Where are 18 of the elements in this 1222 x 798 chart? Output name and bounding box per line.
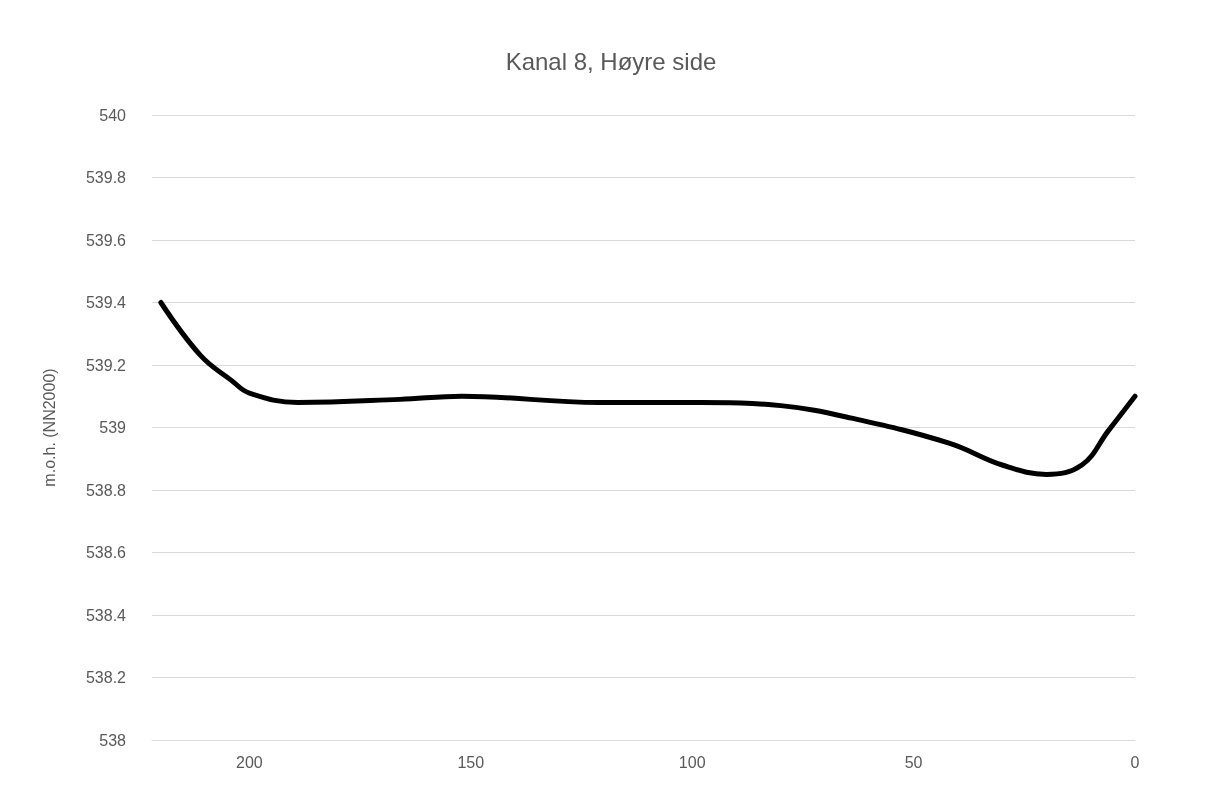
y-tick-label: 538.8	[85, 481, 127, 499]
y-tick-label: 538	[99, 731, 127, 749]
y-tick-label: 539	[99, 419, 127, 436]
y-tick-label: 540	[99, 106, 127, 124]
y-axis-title: m.o.h. (NN2000)	[40, 368, 58, 487]
x-tick-label: 200	[236, 753, 263, 771]
y-tick-label: 539.4	[85, 294, 127, 311]
chart-title: Kanal 8, Høyre side	[505, 47, 717, 75]
y-tick-label: 538.4	[85, 606, 127, 624]
y-tick-label: 539.6	[85, 231, 127, 249]
x-tick-label: 100	[678, 753, 706, 771]
y-tick-label: 538.6	[85, 544, 127, 561]
x-tick-label: 150	[457, 753, 485, 771]
y-tick-label: 539.2	[85, 356, 127, 374]
y-tick-label: 538.2	[85, 669, 127, 686]
x-tick-label: 0	[1130, 753, 1140, 771]
y-tick-label: 539.8	[85, 169, 127, 186]
x-tick-label: 50	[904, 753, 923, 771]
